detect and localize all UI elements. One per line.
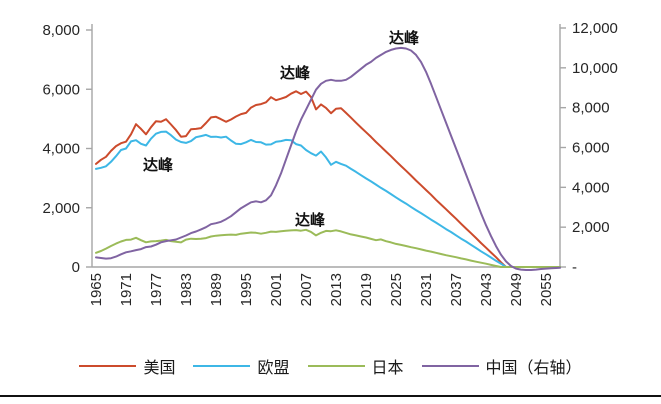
series-line-eu xyxy=(95,130,561,268)
legend-label-us: 美国 xyxy=(143,360,176,377)
emissions-line-chart: 8,000 6,000 4,000 2,000 0 12,000 10,000 8,000 6,… xyxy=(42,20,618,306)
x-axis-label: 2013 xyxy=(328,273,345,306)
x-axis-label: 2049 xyxy=(508,273,525,306)
x-axis-label: 2055 xyxy=(538,273,555,306)
left-axis-label: 8,000 xyxy=(42,22,80,39)
legend-label-china: 中国（右轴） xyxy=(485,360,582,377)
legend-label-japan: 日本 xyxy=(371,360,404,377)
right-axis-label: 10,000 xyxy=(572,60,618,77)
x-axis-label: 1977 xyxy=(148,273,165,306)
x-axis-label: 1965 xyxy=(88,273,105,306)
left-axis-label: 0 xyxy=(72,259,80,276)
legend-line-china-icon xyxy=(421,365,479,367)
legend-item-japan: 日本 xyxy=(307,354,404,378)
legend-line-us-icon xyxy=(79,365,137,367)
x-axis-label: 2019 xyxy=(358,273,375,306)
right-axis-label: 8,000 xyxy=(572,100,610,117)
x-axis-label: 1989 xyxy=(208,273,225,306)
series-line-china xyxy=(95,46,561,271)
right-axis-label: 2,000 xyxy=(572,219,610,236)
legend-line-japan-icon xyxy=(307,365,365,367)
x-axis-label: 2031 xyxy=(418,273,435,306)
left-axis-label: 2,000 xyxy=(42,200,80,217)
bottom-divider xyxy=(0,395,661,397)
x-axis-label: 2001 xyxy=(268,273,285,306)
legend-item-us: 美国 xyxy=(79,354,175,378)
x-axis-label: 1971 xyxy=(118,273,135,306)
series-line-japan xyxy=(95,228,561,268)
right-axis-label: - xyxy=(572,259,577,276)
right-axis-label: 4,000 xyxy=(572,179,610,196)
peak-annotation: 达峰 xyxy=(280,64,311,82)
legend-item-eu: 欧盟 xyxy=(193,354,290,378)
x-axis-label: 2037 xyxy=(448,273,465,306)
legend-line-eu-icon xyxy=(193,365,251,367)
right-axis-label: 6,000 xyxy=(572,140,610,157)
legend-item-china: 中国（右轴） xyxy=(421,354,582,378)
x-axis-label: 1995 xyxy=(238,273,255,306)
series-line-us xyxy=(95,90,561,268)
peak-annotation: 达峰 xyxy=(143,156,174,174)
legend-label-eu: 欧盟 xyxy=(257,360,290,377)
x-axis-label: 1983 xyxy=(178,273,195,306)
x-axis-label: 2007 xyxy=(298,273,315,306)
left-axis-label: 6,000 xyxy=(42,81,80,98)
left-axis-label: 4,000 xyxy=(42,141,80,158)
peak-annotation: 达峰 xyxy=(295,211,326,229)
chart-legend: 美国 欧盟 日本 中国（右轴） xyxy=(0,354,661,378)
x-axis-label: 2043 xyxy=(478,273,495,306)
x-axis-label: 2025 xyxy=(388,273,405,306)
peak-annotation: 达峰 xyxy=(389,29,420,47)
right-axis-label: 12,000 xyxy=(572,20,618,37)
